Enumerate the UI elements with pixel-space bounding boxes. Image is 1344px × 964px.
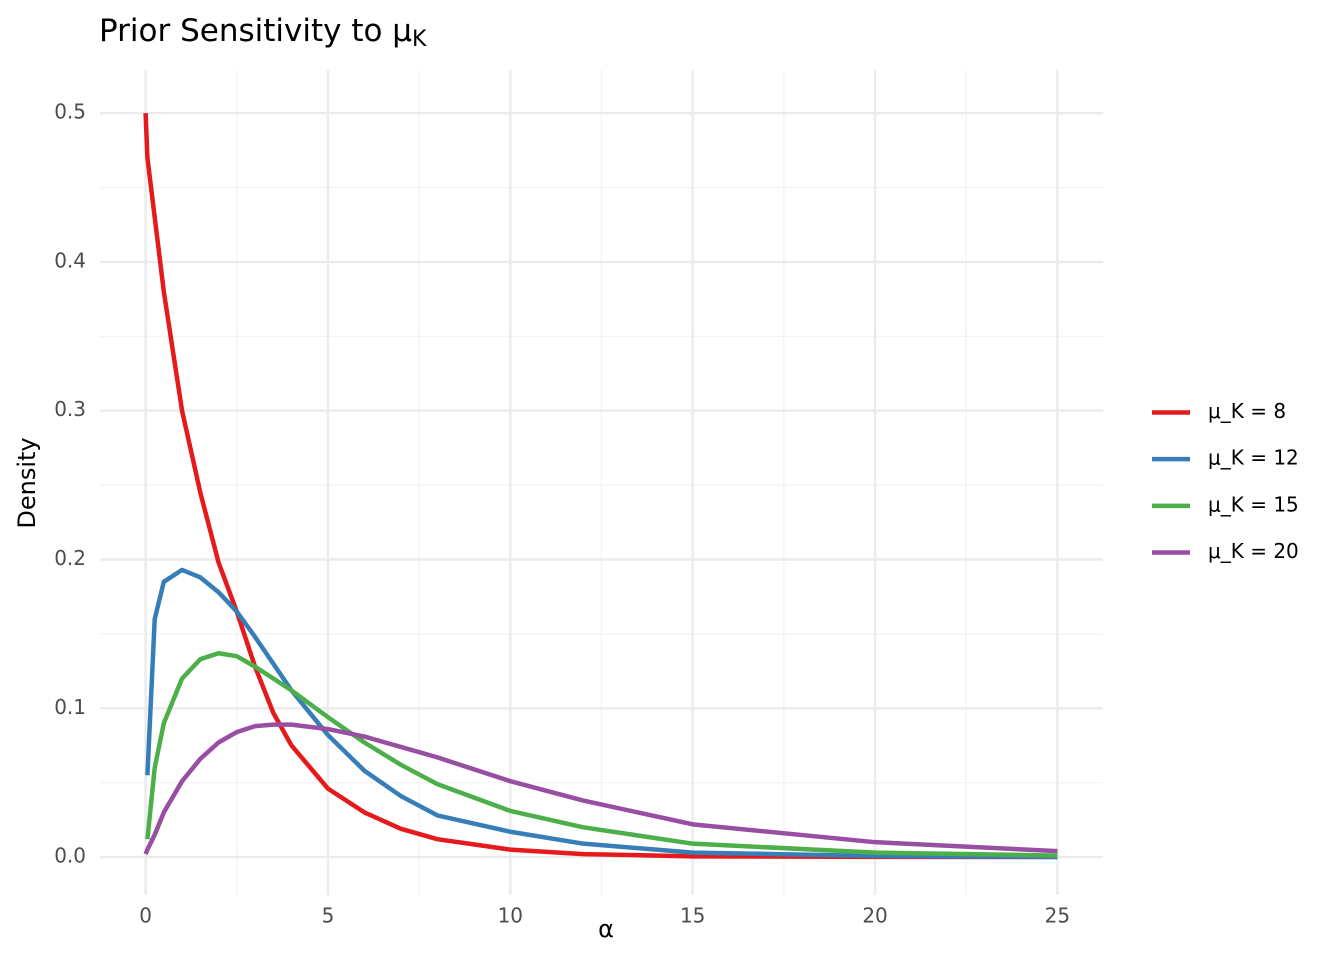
series-line <box>145 650 1058 858</box>
y-tick-label: 0.5 <box>54 100 86 124</box>
series-line <box>145 567 1058 860</box>
series-line <box>143 113 1058 860</box>
legend-label: μ_K = 12 <box>1208 446 1299 470</box>
y-tick-label: 0.1 <box>54 695 86 719</box>
title-text: Prior Sensitivity to μ <box>99 13 412 49</box>
y-tick-label: 0.2 <box>54 546 86 570</box>
x-tick-label: 15 <box>680 904 705 928</box>
x-tick-label: 0 <box>139 904 152 928</box>
y-tick-label: 0.3 <box>54 397 86 421</box>
y-tick-label: 0.4 <box>54 248 86 272</box>
x-tick-label: 10 <box>498 904 523 928</box>
series-line <box>143 722 1058 855</box>
x-axis-label: α <box>598 915 614 943</box>
legend-label: μ_K = 8 <box>1208 399 1286 423</box>
y-tick-label: 0.0 <box>54 844 86 868</box>
legend-label: μ_K = 15 <box>1208 492 1299 516</box>
y-axis-label: Density <box>13 437 41 528</box>
grid <box>100 70 1103 895</box>
legend: μ_K = 8 μ_K = 12 μ_K = 15 μ_K = 20 <box>1152 399 1299 563</box>
lines <box>143 113 1058 860</box>
legend-label: μ_K = 20 <box>1208 539 1299 563</box>
x-tick-label: 25 <box>1045 904 1070 928</box>
x-tick-label: 5 <box>322 904 335 928</box>
x-tick-label: 20 <box>862 904 887 928</box>
title-subscript: K <box>412 27 427 52</box>
chart-title: Prior Sensitivity to μK <box>99 13 427 53</box>
